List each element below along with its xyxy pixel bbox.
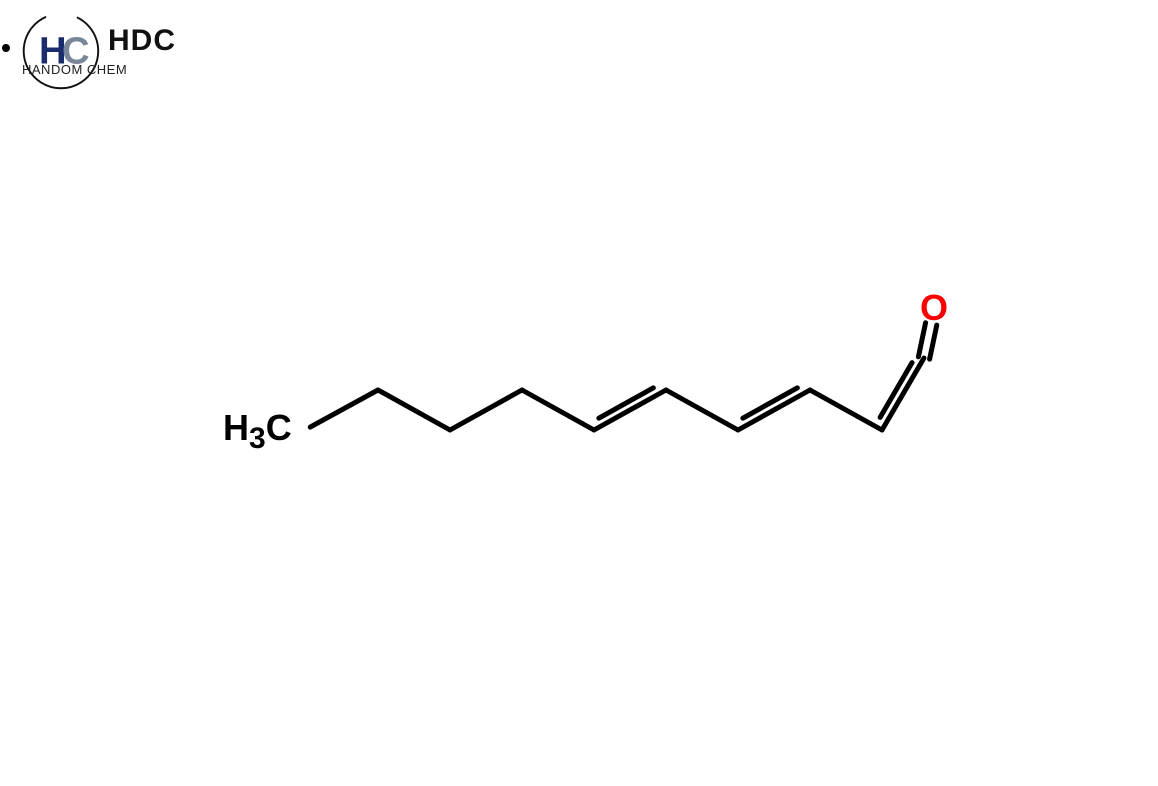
logo-company-name: HANDOM CHEM bbox=[22, 62, 127, 77]
company-logo: H C HDC HANDOM CHEM bbox=[10, 2, 195, 100]
logo-abbrev: HDC bbox=[108, 24, 176, 58]
list-bullet bbox=[2, 44, 10, 52]
atom-label-ch3: H3C bbox=[223, 410, 292, 454]
logo-circle-icon: H C bbox=[18, 8, 104, 94]
atom-label-oxygen: O bbox=[920, 290, 948, 326]
molecule-diagram: H3CO bbox=[230, 290, 972, 470]
molecule-bonds bbox=[230, 290, 972, 470]
